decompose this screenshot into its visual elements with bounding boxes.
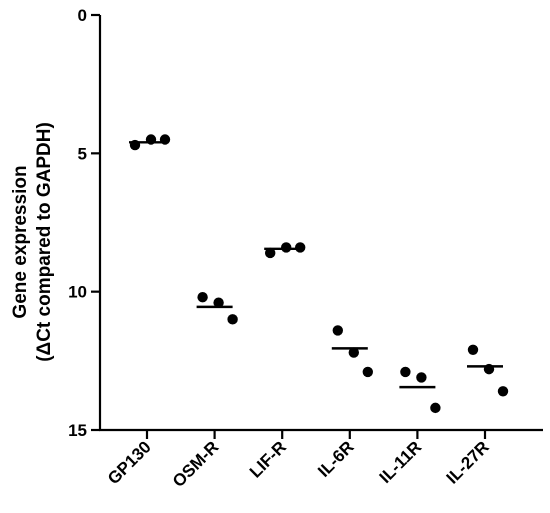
y-tick-label: 10 <box>68 283 87 302</box>
marks <box>129 134 509 414</box>
x-tick-label: OSM-R <box>169 437 223 491</box>
x-tick-label: LIF-R <box>246 437 290 481</box>
data-point <box>265 247 276 259</box>
data-point <box>332 325 343 336</box>
x-tick-label: IL-6R <box>314 437 357 480</box>
data-point <box>227 314 238 325</box>
y-tick-label: 0 <box>78 6 87 25</box>
axes: 0 5 10 15 GP130 OSM-R LIF-R IL-6R IL-11R IL-27R <box>68 6 543 491</box>
data-point <box>497 386 509 397</box>
data-point <box>213 297 224 308</box>
x-tick-label: IL-11R <box>376 437 426 487</box>
y-tick-label: 15 <box>68 421 87 440</box>
data-point <box>483 363 495 375</box>
y-axis-label-line-1: Gene expression <box>10 165 31 318</box>
data-point <box>197 292 208 303</box>
data-point <box>400 366 411 378</box>
data-point <box>416 372 427 383</box>
y-tick-label: 5 <box>78 144 87 163</box>
data-point <box>348 347 359 358</box>
data-point <box>362 366 373 378</box>
data-point <box>145 134 157 145</box>
data-point <box>430 402 441 414</box>
x-tick-label: IL-27R <box>443 437 493 487</box>
y-axis-label-line-2: (ΔCt compared to GAPDH) <box>34 122 55 362</box>
data-point <box>467 344 479 355</box>
data-point <box>295 242 306 253</box>
x-tick-label: GP130 <box>104 437 155 488</box>
y-axis-title: Gene expression (ΔCt compared to GAPDH) <box>10 122 55 362</box>
data-point <box>159 134 171 145</box>
data-point <box>281 242 292 253</box>
data-point <box>129 139 141 151</box>
